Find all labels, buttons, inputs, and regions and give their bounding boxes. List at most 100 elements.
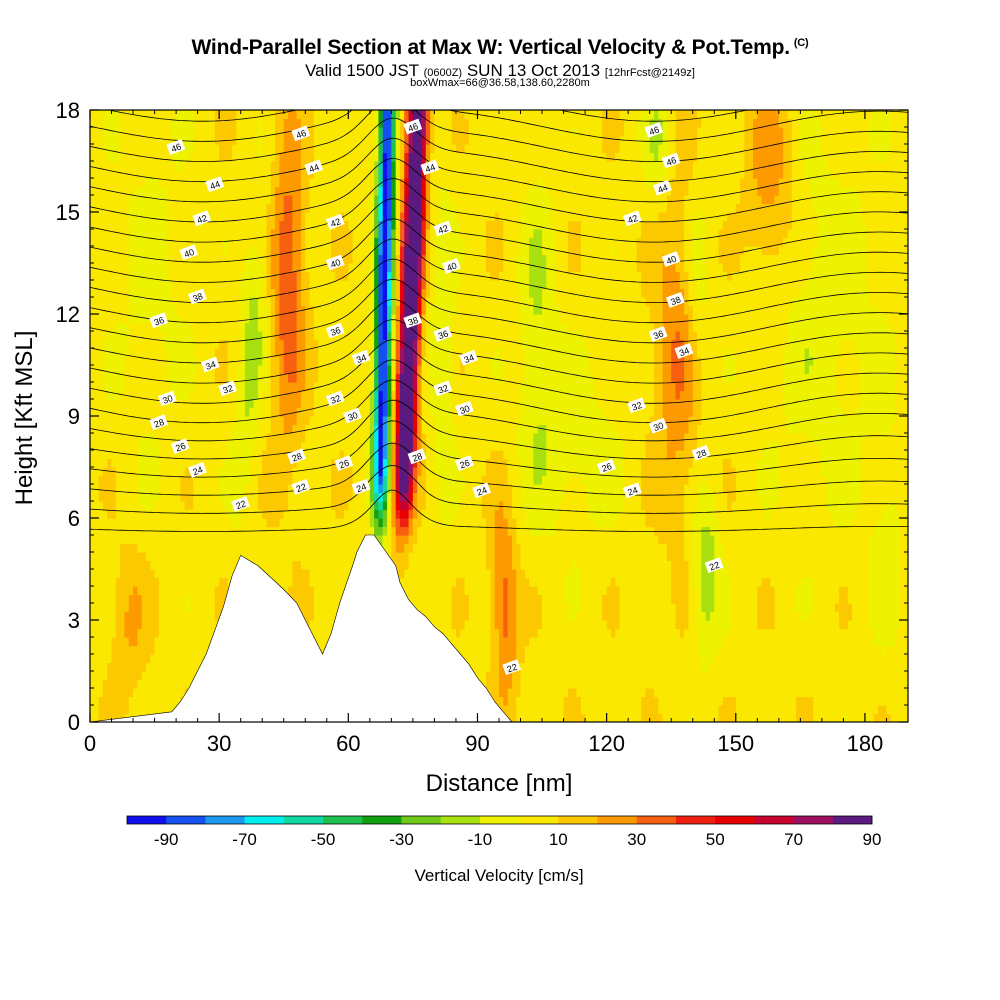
- velocity-cell: [232, 484, 237, 494]
- velocity-cell: [305, 152, 311, 162]
- velocity-cell: [378, 280, 384, 290]
- velocity-cell: [283, 509, 289, 519]
- velocity-cell: [163, 331, 169, 341]
- velocity-cell: [326, 161, 332, 171]
- velocity-cell: [133, 577, 138, 587]
- velocity-cell: [150, 688, 156, 698]
- velocity-cell: [206, 543, 212, 553]
- velocity-cell: [356, 178, 362, 188]
- velocity-cell: [253, 543, 259, 553]
- velocity-cell: [257, 186, 263, 196]
- velocity-cell: [171, 169, 177, 179]
- velocity-cell: [244, 390, 250, 400]
- velocity-cell: [98, 688, 104, 698]
- velocity-cell: [171, 696, 177, 706]
- velocity-cell: [158, 484, 164, 494]
- velocity-cell: [270, 237, 276, 247]
- velocity-cell: [369, 467, 375, 477]
- velocity-cell: [128, 603, 134, 613]
- velocity-cell: [145, 246, 151, 256]
- velocity-cell: [378, 416, 384, 426]
- velocity-cell: [296, 577, 302, 587]
- velocity-cell: [180, 110, 186, 120]
- velocity-cell: [318, 110, 324, 120]
- velocity-cell: [90, 543, 95, 553]
- velocity-cell: [344, 254, 349, 264]
- velocity-cell: [374, 314, 380, 324]
- velocity-cell: [292, 246, 298, 256]
- velocity-cell: [318, 450, 324, 460]
- velocity-cell: [163, 450, 169, 460]
- velocity-cell: [128, 637, 134, 647]
- velocity-cell: [180, 492, 186, 502]
- velocity-cell: [352, 271, 358, 281]
- velocity-cell: [292, 161, 298, 171]
- velocity-cell: [313, 203, 319, 213]
- velocity-cell: [107, 254, 113, 264]
- velocity-cell: [313, 305, 319, 315]
- velocity-cell: [115, 314, 121, 324]
- velocity-cell: [150, 144, 156, 154]
- velocity-cell: [266, 382, 272, 392]
- velocity-cell: [374, 118, 380, 128]
- velocity-cell: [90, 178, 95, 188]
- velocity-cell: [369, 118, 375, 128]
- velocity-cell: [184, 365, 190, 375]
- velocity-cell: [369, 203, 375, 213]
- velocity-cell: [90, 356, 95, 366]
- velocity-cell: [369, 373, 375, 383]
- velocity-cell: [322, 178, 328, 188]
- velocity-cell: [283, 492, 289, 502]
- velocity-cell: [223, 331, 229, 341]
- velocity-cell: [197, 169, 203, 179]
- velocity-cell: [296, 399, 302, 409]
- velocity-cell: [344, 186, 349, 196]
- velocity-cell: [111, 322, 117, 332]
- velocity-cell: [124, 620, 130, 630]
- velocity-cell: [124, 594, 130, 604]
- velocity-cell: [176, 662, 182, 672]
- velocity-cell: [279, 467, 285, 477]
- velocity-cell: [219, 263, 225, 273]
- velocity-cell: [180, 594, 186, 604]
- velocity-cell: [137, 280, 143, 290]
- velocity-cell: [193, 526, 199, 536]
- velocity-cell: [313, 603, 319, 613]
- velocity-cell: [331, 407, 336, 417]
- velocity-cell: [279, 186, 285, 196]
- velocity-cell: [374, 203, 380, 213]
- velocity-cell: [292, 288, 298, 298]
- velocity-cell: [365, 314, 371, 324]
- velocity-cell: [348, 543, 354, 553]
- velocity-cell: [145, 288, 151, 298]
- velocity-cell: [115, 186, 121, 196]
- velocity-cell: [270, 161, 276, 171]
- velocity-cell: [219, 297, 225, 307]
- velocity-cell: [249, 365, 255, 375]
- velocity-cell: [374, 195, 380, 205]
- velocity-cell: [374, 458, 380, 468]
- velocity-cell: [120, 416, 126, 426]
- velocity-cell: [167, 433, 173, 443]
- velocity-cell: [197, 390, 203, 400]
- velocity-cell: [322, 314, 328, 324]
- velocity-cell: [180, 552, 186, 562]
- velocity-cell: [348, 305, 354, 315]
- velocity-cell: [288, 348, 293, 358]
- velocity-cell: [102, 314, 108, 324]
- velocity-cell: [335, 237, 341, 247]
- velocity-cell: [253, 271, 259, 281]
- velocity-cell: [176, 577, 182, 587]
- velocity-cell: [236, 271, 242, 281]
- velocity-cell: [266, 135, 272, 145]
- velocity-cell: [214, 365, 220, 375]
- velocity-cell: [111, 254, 117, 264]
- velocity-cell: [219, 314, 225, 324]
- velocity-cell: [227, 186, 233, 196]
- velocity-cell: [189, 407, 194, 417]
- velocity-cell: [124, 144, 130, 154]
- velocity-cell: [270, 424, 276, 434]
- velocity-cell: [94, 679, 100, 689]
- velocity-cell: [227, 535, 233, 545]
- velocity-cell: [262, 484, 268, 494]
